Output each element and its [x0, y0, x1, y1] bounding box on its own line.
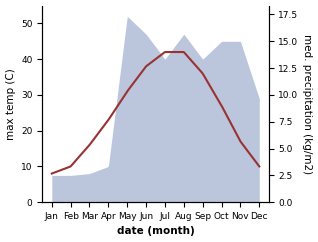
X-axis label: date (month): date (month)	[117, 227, 194, 236]
Y-axis label: med. precipitation (kg/m2): med. precipitation (kg/m2)	[302, 34, 313, 174]
Y-axis label: max temp (C): max temp (C)	[5, 68, 16, 140]
